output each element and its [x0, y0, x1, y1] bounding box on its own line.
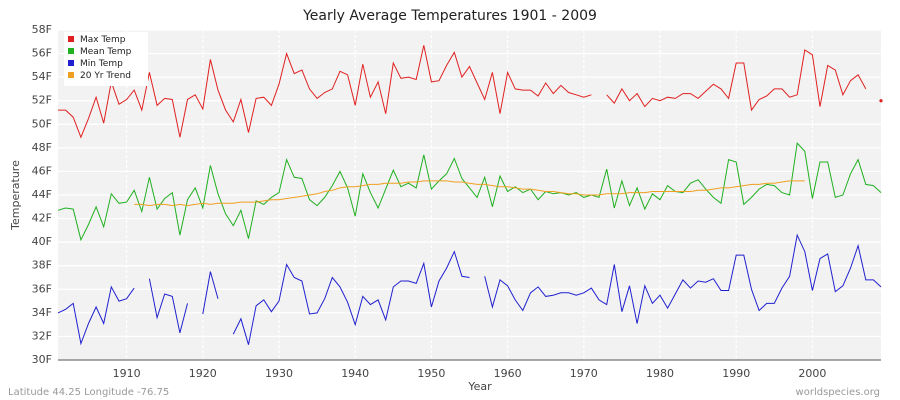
x-tick-label: 2000 [798, 367, 826, 380]
series-line [57, 141, 882, 242]
x-tick-label: 1950 [417, 367, 445, 380]
y-tick-label: 58F [32, 23, 52, 36]
y-tick-label: 48F [32, 141, 52, 154]
y-tick-label: 44F [32, 188, 52, 201]
x-tick-label: 1930 [265, 367, 293, 380]
legend-box [64, 32, 148, 86]
legend-label: 20 Yr Trend [80, 71, 131, 81]
y-tick-label: 38F [32, 259, 52, 272]
footer-left: Latitude 44.25 Longitude -76.75 [8, 387, 169, 398]
x-tick-label: 1940 [341, 367, 369, 380]
series-line [57, 285, 135, 346]
series-line [148, 278, 188, 334]
series-line [232, 250, 470, 345]
y-tick-label: 40F [32, 235, 52, 248]
series-line [134, 180, 805, 207]
footer-right: worldspecies.org [796, 387, 880, 398]
x-tick-label: 1990 [722, 367, 750, 380]
y-tick-label: 36F [32, 282, 52, 295]
legend-label: Mean Temp [80, 47, 132, 57]
y-tick-label: 52F [32, 94, 52, 107]
legend-swatch [68, 36, 74, 42]
series-line [606, 49, 867, 112]
legend-label: Min Temp [80, 59, 123, 69]
chart-title: Yearly Average Temperatures 1901 - 2009 [302, 8, 597, 24]
x-tick-label: 1920 [189, 367, 217, 380]
x-tick-label: 1970 [570, 367, 598, 380]
y-tick-label: 32F [32, 329, 52, 342]
legend-label: Max Temp [80, 35, 126, 45]
legend-swatch [68, 60, 74, 66]
x-axis-label: Year [467, 380, 492, 393]
series-line [484, 233, 882, 324]
y-tick-label: 50F [32, 117, 52, 130]
data-point [879, 99, 883, 103]
y-axis-label: Temperature [9, 160, 22, 231]
y-tick-label: 30F [32, 353, 52, 366]
y-tick-label: 46F [32, 164, 52, 177]
series-line [202, 271, 219, 315]
legend-swatch [68, 48, 74, 54]
x-tick-label: 1980 [646, 367, 674, 380]
y-tick-label: 54F [32, 70, 52, 83]
y-tick-label: 34F [32, 306, 52, 319]
legend-swatch [68, 72, 74, 78]
y-tick-label: 56F [32, 47, 52, 60]
x-tick-label: 1960 [494, 367, 522, 380]
x-tick-label: 1910 [113, 367, 141, 380]
y-tick-label: 42F [32, 212, 52, 225]
